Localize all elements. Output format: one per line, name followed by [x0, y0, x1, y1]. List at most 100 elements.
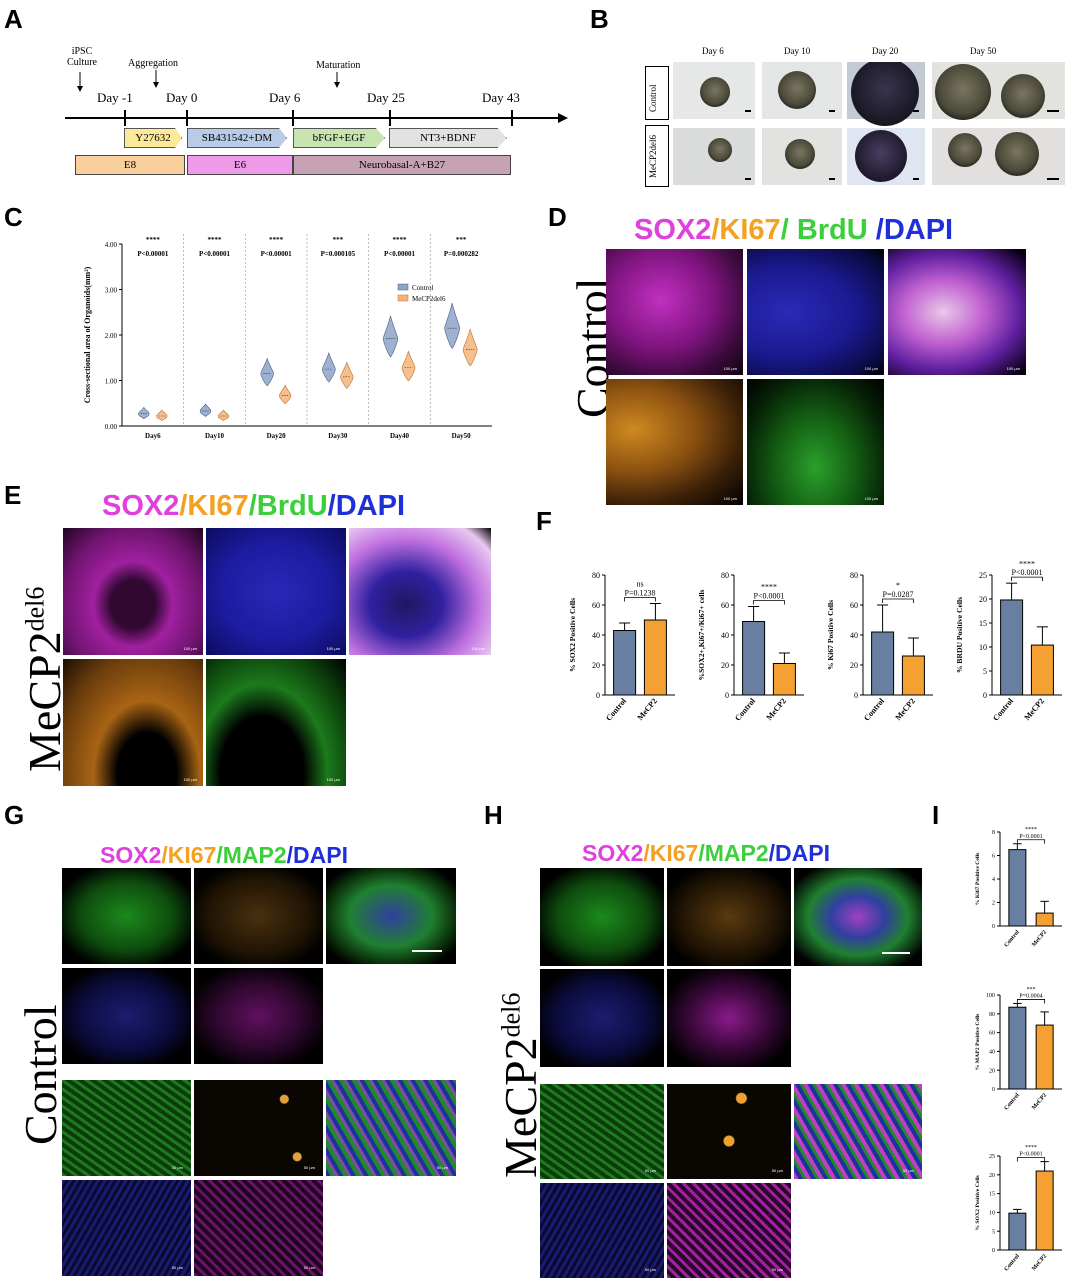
violin-mecp2 [340, 361, 354, 389]
y-tick-label: 20 [979, 595, 987, 604]
panel-label-c: C [4, 202, 23, 232]
image-dapi-control-g [62, 968, 191, 1064]
factor-sb431542: SB431542+DM [187, 128, 287, 148]
y-tick-label: 2.00 [105, 332, 118, 340]
violin-mecp2 [401, 350, 416, 382]
significance-stars: *** [333, 236, 344, 244]
violin-chart-area: 0.00 1.00 2.00 3.00 4.00 Cross-sectional area… [83, 234, 492, 440]
significance-stars: **** [208, 236, 223, 244]
protocol-timeline [65, 70, 568, 126]
bar-control [871, 631, 895, 696]
factor-y27632: Y27632 [124, 128, 182, 148]
y-tick-label: 15 [979, 619, 987, 628]
x-tick-label: MeCP2 [1022, 697, 1045, 723]
x-tick-label: Control [862, 696, 886, 723]
significance-stars: **** [146, 236, 161, 244]
y-tick-label: 0 [992, 924, 995, 930]
col-day50: Day 50 [970, 46, 997, 56]
image-brdu-mecp2-e: 100 µm [206, 659, 346, 786]
image-sox2-control-d: 100 µm [606, 249, 743, 375]
y-tick-label: 20 [592, 661, 600, 670]
row-label-mecp2 [645, 125, 669, 187]
image-ki67-control-g [194, 868, 323, 964]
significance-stars: *** [456, 236, 467, 244]
significance-stars: *** [1027, 987, 1036, 993]
image-ki67-control-d: 100 µm [606, 379, 743, 505]
day-label: Day -1 [97, 90, 133, 105]
y-tick-label: 60 [850, 601, 858, 610]
organoid-brightfield-grid [673, 62, 1065, 185]
significance-bracket [1011, 576, 1043, 582]
y-tick-label: 10 [979, 643, 987, 652]
y-tick-label: 2 [992, 901, 995, 907]
y-tick-label: 80 [850, 571, 858, 580]
panel-label-e: E [4, 480, 22, 510]
significance-stars: **** [393, 236, 408, 244]
y-tick-label: 5 [992, 1229, 995, 1235]
image-map2-mecp2-h [540, 868, 664, 966]
significance-stars: **** [1025, 827, 1037, 833]
legend-swatch-mecp2 [397, 294, 409, 302]
y-tick-label: 20 [989, 1068, 995, 1074]
p-value-label: P=0.1238 [625, 589, 656, 598]
violin-mecp2 [462, 327, 478, 367]
image-merge-mecp2-e: 100 µm [349, 528, 491, 655]
bar-control [1000, 599, 1024, 696]
x-tick-label: MeCP2 [635, 697, 658, 723]
y-tick-label: 80 [989, 1012, 995, 1018]
x-tick-label: MeCP2 [1031, 1092, 1048, 1111]
bar-mecp2 [1035, 1024, 1054, 1090]
significance-stars: **** [269, 236, 284, 244]
significance-bracket [753, 600, 785, 605]
stain-title-g: SOX2/KI67/MAP2/DAPI [100, 842, 348, 868]
image-dapi-mecp2-e: 100 µm [206, 528, 346, 655]
y-tick-label: 25 [979, 571, 987, 580]
bar-chart-f1: 0 20 40 60 80 % SOX2 Positive Cells Control MeC… [568, 571, 675, 723]
p-value-label: P=0.000282 [444, 250, 479, 258]
significance-bracket [1016, 999, 1046, 1004]
y-tick-label: 15 [989, 1192, 995, 1198]
y-tick-label: 0 [854, 691, 858, 700]
day-label: Day 43 [482, 90, 520, 105]
p-value-label: P=0.0004 [1019, 993, 1042, 999]
col-day6: Day 6 [702, 46, 724, 56]
y-tick-label: 10 [989, 1211, 995, 1217]
y-axis-label: % BRDU Positive Cells [955, 597, 964, 673]
y-tick-label: 3.00 [105, 287, 118, 295]
y-tick-label: 40 [721, 631, 729, 640]
x-tick-label: MeCP2 [1031, 929, 1048, 948]
significance-stars: ns [636, 580, 643, 589]
zoom-merge-control-g: 50 µm [326, 1080, 456, 1176]
panel-label-d: D [548, 202, 567, 232]
p-value-label: P<0.00001 [261, 250, 293, 258]
col-day10: Day 10 [784, 46, 811, 56]
zoom-dapi-mecp2-h: 50 µm [540, 1183, 664, 1278]
violin-mecp2 [279, 384, 292, 405]
bar-mecp2 [1035, 1170, 1054, 1251]
x-tick-label: Day30 [328, 432, 348, 440]
violin-control [444, 302, 461, 349]
factor-nt3-bdnf: NT3+BDNF [389, 128, 507, 148]
panel-label-a: A [4, 4, 23, 34]
panel-label-b: B [590, 4, 609, 34]
y-axis-label: % SOX2 Positive Cells [975, 1174, 981, 1230]
zoom-sox2-mecp2-h: 50 µm [667, 1183, 791, 1278]
significance-bracket [624, 597, 656, 602]
x-tick-label: Day6 [145, 432, 161, 440]
x-tick-label: MeCP2 [764, 697, 787, 723]
bar-chart-i2: 0 20 40 60 80 100 % MAP2 Positive Cells Control… [975, 987, 1062, 1112]
image-sox2-mecp2-h [667, 969, 791, 1067]
y-tick-label: 20 [850, 661, 858, 670]
x-tick-label: Control [733, 696, 757, 723]
legend-swatch-control [397, 283, 409, 291]
y-tick-label: 5 [983, 667, 987, 676]
p-value-label: P<0.0001 [754, 592, 785, 601]
image-dapi-control-d: 100 µm [747, 249, 884, 375]
zoom-dapi-control-g: 50 µm [62, 1180, 191, 1276]
y-tick-label: 6 [992, 854, 995, 860]
image-merge-mecp2-h [794, 868, 922, 966]
bar-mecp2 [1030, 644, 1054, 696]
y-axis-label: % SOX2 Positive Cells [568, 598, 577, 672]
row-label-mecp2-text: MeCP2del6 [648, 134, 658, 178]
significance-stars: * [896, 581, 900, 590]
